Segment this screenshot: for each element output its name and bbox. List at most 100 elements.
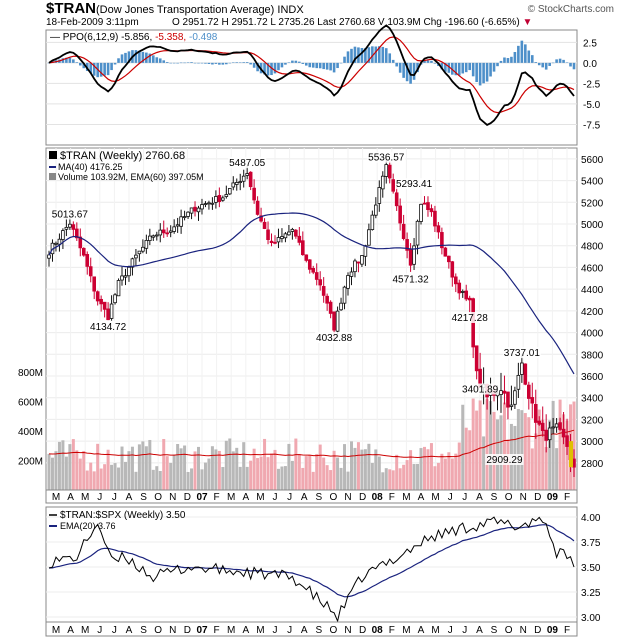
price-annotation: 2909.29 — [486, 455, 523, 466]
volume-bar — [499, 415, 503, 490]
candle-body — [203, 203, 208, 205]
ppo-hist-bar — [315, 62, 319, 69]
volume-bar — [492, 411, 496, 490]
volume-bar — [242, 442, 246, 490]
x-tick-label: M — [431, 492, 439, 503]
candle-body — [134, 254, 138, 259]
price-annotation: 4217.28 — [452, 313, 489, 324]
candle-body — [161, 229, 166, 234]
ppo-hist-bar — [475, 62, 478, 83]
down-arrow-icon: ▼ — [522, 17, 533, 28]
ppo-frame — [45, 29, 578, 146]
ppo-hist-bar — [284, 62, 287, 65]
x-tick-label-bottom: J — [448, 625, 453, 636]
quote-line: O 2951.72 H 2951.72 L 2735.26 Last 2760.… — [172, 17, 532, 28]
volume-bar — [50, 457, 54, 490]
ppo-hist-bar — [225, 62, 228, 65]
volume-bar — [263, 438, 267, 490]
ppo-hist-bar — [447, 62, 451, 73]
volume-bar — [537, 409, 541, 490]
volume-bar — [162, 438, 166, 490]
ppo-hist-bar — [304, 62, 308, 66]
candle-body — [224, 194, 229, 197]
x-tick-label-bottom: J — [462, 625, 467, 636]
candle-body — [165, 232, 170, 235]
volume-bar — [203, 462, 207, 490]
x-tick-label-bottom: D — [534, 625, 541, 636]
volume-bar — [436, 462, 440, 490]
ppo-hist-bar — [183, 62, 186, 64]
ppo-hist-bar — [249, 62, 252, 65]
candle-body — [387, 164, 392, 179]
ratio-ema-line — [48, 524, 575, 598]
ppo-hist-bar — [124, 52, 127, 63]
candle-body — [346, 275, 350, 289]
candle-body — [92, 276, 96, 292]
price-annotation: 5013.67 — [52, 210, 89, 221]
ppo-hist-bar — [148, 53, 152, 63]
candle-body — [75, 228, 79, 239]
ppo-hist-bar — [242, 62, 246, 63]
candle-body — [141, 246, 145, 252]
volume-bar — [221, 466, 225, 490]
price-tick-label: 4200 — [581, 307, 604, 318]
last-bar-highlight — [569, 441, 573, 468]
candle-body — [88, 266, 93, 277]
x-tick-label: 09 — [547, 492, 559, 503]
ppo-hist-bar — [78, 62, 82, 66]
volume-bar — [409, 450, 413, 490]
candle-body — [314, 272, 319, 280]
ppo-hist-bar — [235, 62, 239, 63]
candle-body — [158, 229, 163, 236]
annotation-bg — [228, 157, 267, 169]
volume-bar — [544, 446, 548, 490]
x-tick-label-bottom: A — [476, 625, 483, 636]
volume-bar — [165, 456, 169, 490]
volume-bar — [273, 449, 277, 490]
volume-bar — [482, 436, 486, 490]
ppo-hist-bar — [113, 62, 117, 65]
volume-bar — [534, 433, 538, 490]
price-tick-label: 5000 — [581, 220, 604, 231]
volume-bar — [450, 458, 454, 490]
price-tick-label: 3000 — [581, 437, 604, 448]
x-tick-label: F — [564, 492, 570, 503]
candle-body — [227, 188, 232, 195]
ppo-hist-bar — [65, 57, 68, 63]
ppo-legend-hist: -0.498 — [189, 32, 218, 43]
ppo-hist-bar — [72, 59, 75, 63]
ppo-hist-bar — [391, 59, 395, 63]
volume-bar — [468, 430, 472, 490]
x-tick-label-bottom: D — [184, 625, 191, 636]
volume-bar — [398, 468, 402, 490]
ppo-hist-bar — [558, 58, 562, 63]
price-tick-label: 3600 — [581, 372, 604, 383]
candle-body — [384, 164, 389, 177]
volume-bar — [172, 454, 176, 490]
x-tick-label: D — [534, 492, 541, 503]
candle-body — [325, 295, 329, 304]
candle-body — [276, 237, 281, 243]
x-tick-label: O — [330, 492, 338, 503]
ppo-hist-bar — [61, 58, 65, 63]
volume-tick-label: 600M — [18, 398, 43, 409]
volume-bar — [245, 466, 249, 490]
volume-bar — [447, 452, 451, 490]
candle-body — [175, 224, 180, 227]
candle-body — [502, 390, 507, 394]
x-tick-label: M — [227, 492, 235, 503]
volume-bar — [283, 466, 287, 490]
candle-body — [269, 240, 274, 244]
ppo-hist-bar — [350, 48, 353, 63]
price-annotation: 5487.05 — [229, 158, 266, 169]
candle-body — [248, 171, 253, 188]
volume-bar — [562, 414, 566, 490]
ppo-tick-label: -5.0 — [583, 100, 601, 111]
x-tick-label-bottom: O — [154, 625, 162, 636]
candle-body — [196, 207, 201, 213]
ppo-hist-bar — [457, 62, 461, 76]
volume-bar — [238, 466, 242, 490]
annotation-bg — [89, 320, 128, 332]
candle-body — [533, 404, 538, 423]
ppo-hist-bar — [99, 62, 103, 77]
